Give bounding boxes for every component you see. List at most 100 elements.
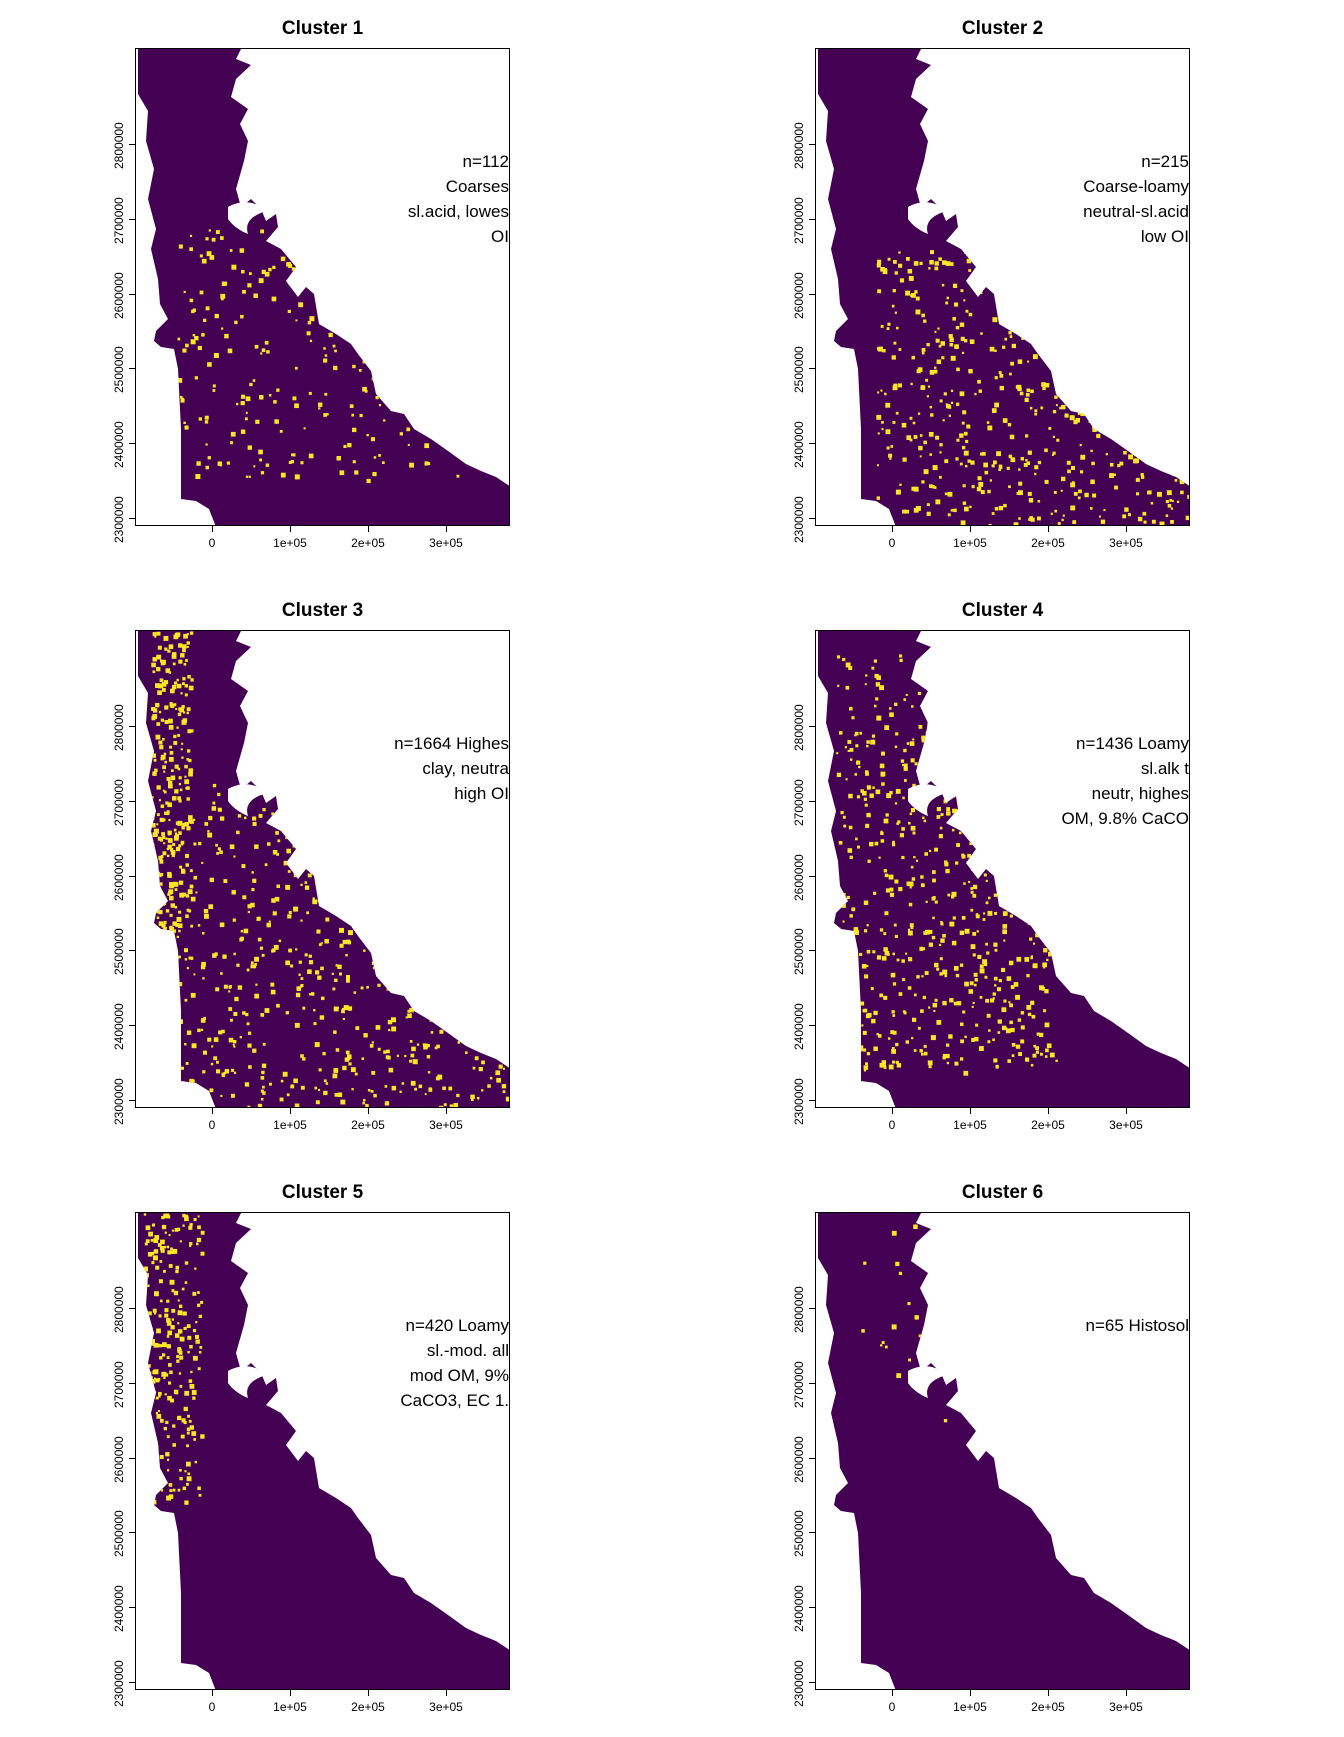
y-tick-label: 2500000 [112,347,126,394]
x-tick-label: 2e+05 [1031,1118,1065,1132]
y-tick-label: 2600000 [792,1436,806,1483]
x-tick-label: 3e+05 [1109,1118,1143,1132]
y-tick-label: 2700000 [112,197,126,244]
x-tick-mark [892,1108,893,1114]
y-tick-label: 2600000 [792,272,806,319]
y-tick-mark [129,1308,135,1309]
y-tick-mark [129,1682,135,1683]
x-tick-mark [212,1690,213,1696]
raster-map [816,49,1190,526]
x-tick-mark [1126,526,1127,532]
x-tick-label: 2e+05 [1031,536,1065,550]
x-tick-mark [892,1690,893,1696]
x-tick-label: 0 [889,1700,896,1714]
y-tick-label: 2800000 [792,122,806,169]
y-tick-mark [809,1308,815,1309]
x-tick-mark [212,526,213,532]
x-tick-label: 3e+05 [429,536,463,550]
x-tick-mark [446,526,447,532]
x-tick-label: 0 [209,536,216,550]
x-tick-label: 3e+05 [1109,1700,1143,1714]
y-tick-mark [809,518,815,519]
y-tick-mark [129,443,135,444]
y-tick-label: 2700000 [792,1361,806,1408]
x-tick-mark [368,526,369,532]
y-tick-mark [809,219,815,220]
y-tick-mark [809,294,815,295]
y-tick-label: 2400000 [112,1003,126,1050]
y-tick-mark [129,1025,135,1026]
x-tick-label: 3e+05 [429,1118,463,1132]
y-tick-mark [809,801,815,802]
y-tick-mark [129,294,135,295]
y-tick-mark [809,368,815,369]
region-background [818,631,1190,1108]
y-tick-mark [129,950,135,951]
raster-map [136,1213,510,1690]
y-tick-mark [129,1607,135,1608]
x-tick-mark [1048,526,1049,532]
y-tick-label: 2400000 [792,421,806,468]
x-tick-mark [290,526,291,532]
y-tick-mark [809,1682,815,1683]
y-tick-label: 2600000 [112,854,126,901]
region-background [818,49,1190,526]
y-tick-mark [129,1458,135,1459]
x-tick-mark [290,1108,291,1114]
y-tick-label: 2400000 [792,1585,806,1632]
y-tick-label: 2300000 [792,1660,806,1707]
y-tick-label: 2700000 [112,1361,126,1408]
y-tick-mark [129,726,135,727]
x-tick-label: 1e+05 [273,536,307,550]
x-tick-mark [290,1690,291,1696]
x-tick-label: 0 [889,1118,896,1132]
x-tick-label: 1e+05 [953,1700,987,1714]
region-background [138,1213,510,1690]
x-tick-label: 3e+05 [429,1700,463,1714]
y-tick-mark [809,443,815,444]
y-tick-mark [809,1100,815,1101]
y-tick-label: 2500000 [792,1511,806,1558]
panel-title: Cluster 4 [815,600,1190,622]
x-tick-mark [1048,1690,1049,1696]
x-tick-mark [1048,1108,1049,1114]
y-tick-label: 2600000 [792,854,806,901]
y-tick-label: 2800000 [792,704,806,751]
region-background [818,1213,1190,1690]
map-plot-area: n=65 Histosol [815,1212,1190,1690]
x-tick-label: 2e+05 [351,536,385,550]
x-tick-mark [970,1690,971,1696]
panel-title: Cluster 6 [815,1182,1190,1204]
y-tick-mark [809,1458,815,1459]
x-tick-mark [446,1108,447,1114]
y-tick-mark [809,144,815,145]
y-tick-label: 2800000 [792,1286,806,1333]
y-tick-label: 2500000 [792,929,806,976]
y-tick-label: 2300000 [792,496,806,543]
y-tick-label: 2800000 [112,122,126,169]
y-tick-label: 2300000 [112,1660,126,1707]
x-tick-mark [892,526,893,532]
raster-map [136,49,510,526]
panel-title: Cluster 1 [135,18,510,40]
y-tick-label: 2800000 [112,704,126,751]
panel-title: Cluster 3 [135,600,510,622]
y-tick-label: 2400000 [112,421,126,468]
panel-title: Cluster 2 [815,18,1190,40]
y-tick-mark [809,950,815,951]
y-tick-mark [129,219,135,220]
y-tick-label: 2500000 [112,929,126,976]
region-background [138,49,510,526]
y-tick-label: 2400000 [112,1585,126,1632]
x-tick-label: 1e+05 [953,536,987,550]
x-tick-label: 0 [209,1700,216,1714]
